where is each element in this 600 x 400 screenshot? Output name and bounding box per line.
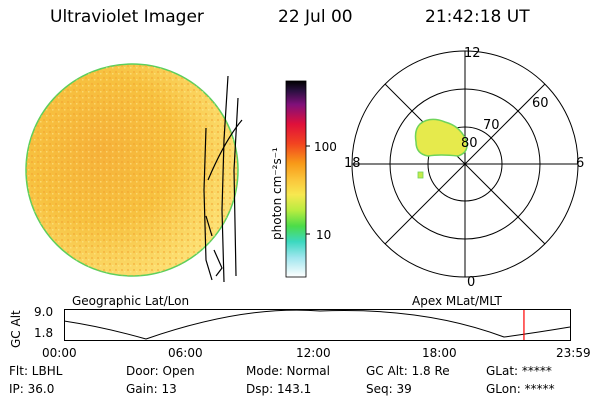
- mlt-label-12: 12: [464, 46, 481, 61]
- filter-readout: Flt: LBHL: [9, 364, 63, 378]
- colorbar-tick-100: 100: [314, 140, 337, 154]
- gc-alt-readout: GC Alt: 1.8 Re: [366, 364, 450, 378]
- altitude-timeline: [64, 309, 571, 341]
- glon-readout: GLon: *****: [486, 382, 555, 396]
- glat-readout: GLat: *****: [486, 364, 552, 378]
- door-readout: Door: Open: [126, 364, 195, 378]
- colorbar-tick-10: 10: [316, 228, 332, 242]
- timeline-ytick-1-8: 1.8: [34, 326, 54, 340]
- app-title: Ultraviolet Imager: [50, 7, 204, 27]
- mlt-label-18: 18: [344, 156, 361, 171]
- timeline-xtick-0600: 06:00: [168, 346, 203, 360]
- apex-label: Apex MLat/MLT: [412, 294, 502, 308]
- geographic-label: Geographic Lat/Lon: [72, 294, 190, 308]
- timeline-xtick-0000: 00:00: [42, 346, 77, 360]
- aurora-oval: [414, 118, 468, 157]
- timeline-axis-label: GC Alt: [9, 310, 23, 348]
- seq-readout: Seq: 39: [366, 382, 412, 396]
- polar-plot: [351, 50, 579, 278]
- colorbar-unit-label: photon cm⁻²s⁻¹: [270, 147, 284, 240]
- lat-label-80: 80: [461, 136, 478, 151]
- colorbar: [285, 80, 310, 278]
- lat-label-70: 70: [483, 118, 500, 133]
- mode-readout: Mode: Normal: [246, 364, 330, 378]
- mlt-label-6: 6: [576, 156, 585, 171]
- timeline-xtick-1200: 12:00: [296, 346, 331, 360]
- dsp-readout: Dsp: 143.1: [246, 382, 312, 396]
- mlt-label-0: 0: [467, 275, 476, 290]
- date-label: 22 Jul 00: [278, 7, 353, 27]
- timeline-xtick-2359: 23:59: [556, 346, 591, 360]
- gain-readout: Gain: 13: [126, 382, 177, 396]
- geographic-image: [25, 63, 243, 283]
- time-label: 21:42:18 UT: [425, 7, 530, 27]
- polar-grid: [351, 50, 579, 278]
- timeline-ytick-9: 9.0: [34, 305, 54, 319]
- coastline-lines: [203, 75, 243, 283]
- ip-readout: IP: 36.0: [9, 382, 55, 396]
- lat-label-60: 60: [532, 96, 549, 111]
- timeline-xtick-1800: 18:00: [422, 346, 457, 360]
- altitude-curve: [64, 309, 571, 340]
